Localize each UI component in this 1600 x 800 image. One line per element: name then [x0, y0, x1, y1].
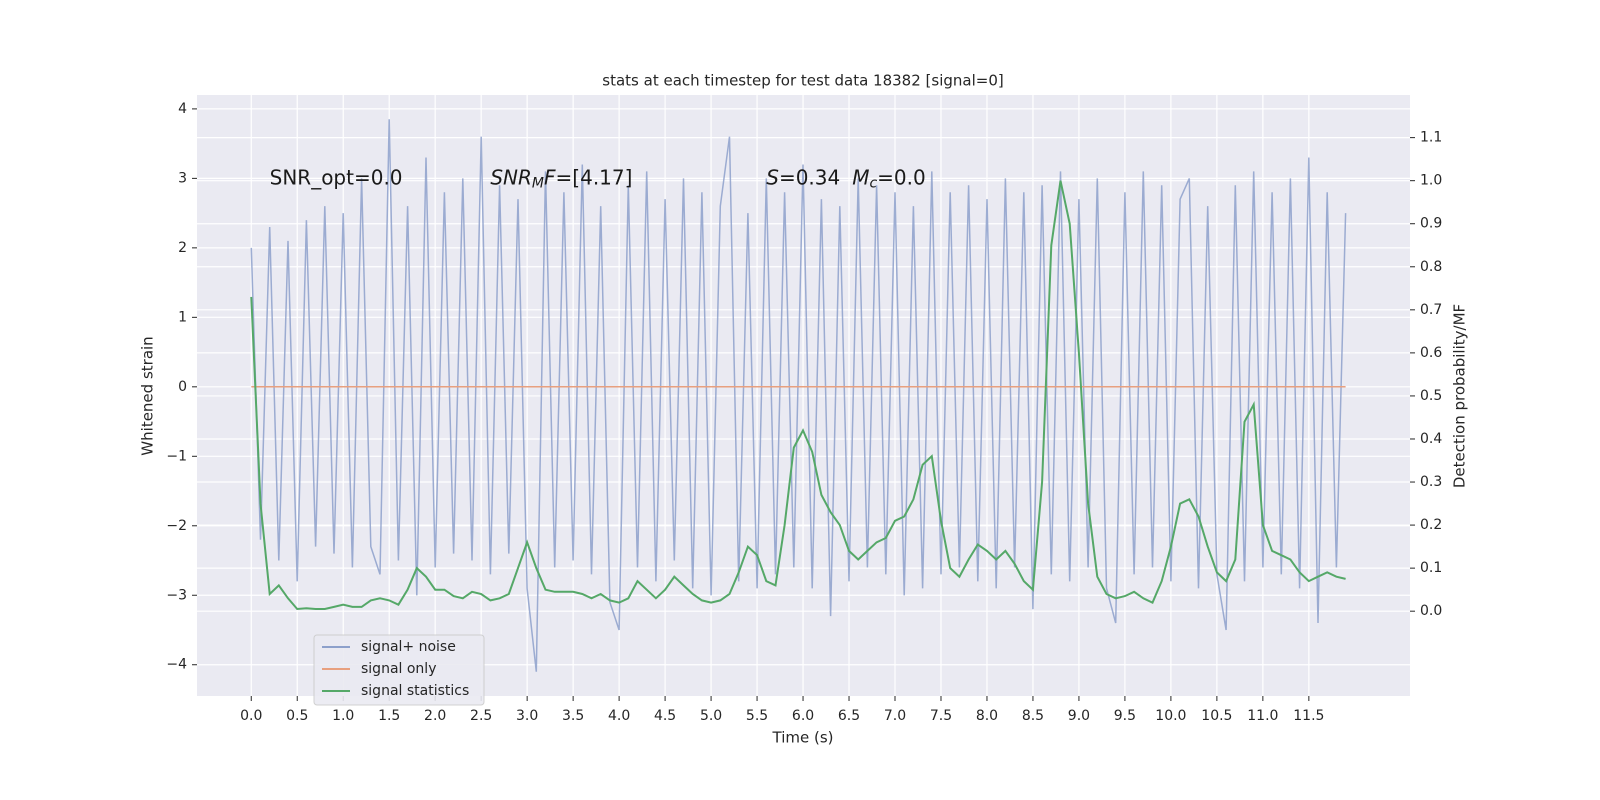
- annotation-part: =[4.17]: [556, 165, 633, 189]
- annotation-part: =0.0: [877, 165, 926, 189]
- x-tick-label: 6.5: [838, 708, 860, 724]
- x-tick-label: 7.0: [884, 708, 906, 724]
- annotation: SNRMF=[4.17]: [490, 165, 632, 192]
- annotation-part: SNR: [490, 165, 532, 189]
- x-tick-label: 8.5: [1022, 708, 1044, 724]
- legend-label: signal statistics: [361, 683, 469, 699]
- x-tick-label: 3.5: [562, 708, 584, 724]
- x-tick-label: 1.5: [378, 708, 400, 724]
- y-tick-label: 1: [178, 309, 187, 325]
- x-tick-label: 4.5: [654, 708, 676, 724]
- y2-tick-label: 0.0: [1420, 603, 1442, 619]
- y-tick-label: 3: [178, 170, 187, 186]
- y-tick-label: −4: [166, 657, 187, 673]
- y2-tick-label: 0.4: [1420, 431, 1442, 447]
- x-tick-label: 4.0: [608, 708, 630, 724]
- series-line: [250, 119, 1347, 672]
- annotation-part: c: [869, 175, 877, 191]
- annotation: Mc=0.0: [852, 165, 926, 192]
- x-tick-label: 8.0: [976, 708, 998, 724]
- x-tick-label: 11.0: [1247, 708, 1278, 724]
- legend-box: [313, 634, 485, 706]
- y2-tick-label: 0.1: [1420, 560, 1442, 576]
- x-tick-label: 10.0: [1155, 708, 1186, 724]
- y2-tick-label: 0.7: [1420, 302, 1442, 318]
- annotation-part: M: [852, 165, 869, 189]
- y-axis-label: Whitened strain: [139, 336, 157, 455]
- annotation: SNR_opt=0.0: [270, 165, 403, 189]
- y-tick-label: −3: [166, 587, 187, 603]
- y-tick-label: 4: [178, 101, 187, 117]
- x-tick-label: 9.0: [1068, 708, 1090, 724]
- x-tick-label: 5.5: [746, 708, 768, 724]
- x-axis-label: Time (s): [772, 729, 834, 747]
- x-tick-label: 5.0: [700, 708, 722, 724]
- y2-tick-label: 0.5: [1420, 388, 1442, 404]
- y-tick-label: 0: [178, 379, 187, 395]
- x-tick-label: 2.5: [470, 708, 492, 724]
- x-tick-label: 1.0: [332, 708, 354, 724]
- y2-tick-label: 0.6: [1420, 345, 1442, 361]
- y2-tick-label: 1.1: [1420, 130, 1442, 146]
- annotation-part: SNR_opt=0.0: [270, 165, 403, 189]
- y2-axis-label: Detection probability/MF: [1451, 304, 1469, 488]
- x-tick-label: 0.5: [286, 708, 308, 724]
- x-tick-label: 10.5: [1201, 708, 1232, 724]
- x-tick-label: 7.5: [930, 708, 952, 724]
- x-tick-label: 6.0: [792, 708, 814, 724]
- y-tick-label: 2: [178, 240, 187, 256]
- legend-label: signal only: [361, 661, 436, 677]
- annotation: S=0.34: [766, 165, 840, 189]
- y2-tick-label: 0.3: [1420, 474, 1442, 490]
- y-tick-label: −1: [166, 448, 187, 464]
- y2-tick-label: 0.8: [1420, 259, 1442, 275]
- series-line: [250, 180, 1346, 611]
- y2-tick-label: 0.2: [1420, 517, 1442, 533]
- chart-title: stats at each timestep for test data 183…: [602, 72, 1003, 90]
- annotation-part: M: [532, 175, 544, 191]
- y-tick-label: −2: [166, 518, 187, 534]
- x-tick-label: 9.5: [1114, 708, 1136, 724]
- x-tick-label: 2.0: [424, 708, 446, 724]
- x-tick-label: 11.5: [1293, 708, 1324, 724]
- y2-tick-label: 1.0: [1420, 173, 1442, 189]
- x-tick-label: 3.0: [516, 708, 538, 724]
- annotation-part: =0.34: [779, 165, 840, 189]
- y2-tick-label: 0.9: [1420, 216, 1442, 232]
- x-tick-label: 0.0: [240, 708, 262, 724]
- legend-label: signal+ noise: [361, 639, 456, 655]
- annotation-part: F: [544, 165, 556, 189]
- annotation-part: S: [766, 165, 779, 189]
